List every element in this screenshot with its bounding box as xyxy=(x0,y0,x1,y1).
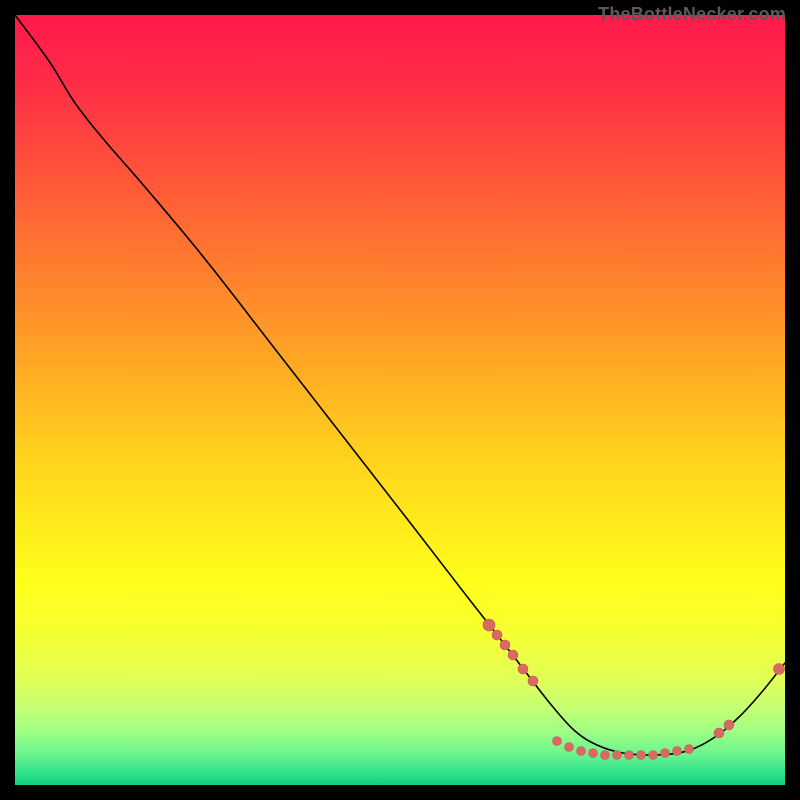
curve-marker xyxy=(649,751,658,760)
curve-marker xyxy=(724,720,734,730)
curve-markers xyxy=(483,619,785,760)
curve-path xyxy=(15,15,785,755)
curve-marker xyxy=(508,650,518,660)
curve-marker xyxy=(774,664,785,675)
curve-marker xyxy=(500,640,510,650)
curve-marker xyxy=(553,737,562,746)
curve-marker xyxy=(661,749,670,758)
curve-marker xyxy=(625,751,634,760)
curve-marker xyxy=(577,747,586,756)
bottleneck-curve xyxy=(15,15,785,785)
curve-marker xyxy=(637,751,646,760)
chart-plot-area xyxy=(15,15,785,785)
curve-marker xyxy=(483,619,495,631)
curve-marker xyxy=(714,728,724,738)
curve-marker xyxy=(685,745,694,754)
curve-marker xyxy=(673,747,682,756)
curve-marker xyxy=(518,664,528,674)
curve-marker xyxy=(601,751,610,760)
curve-marker xyxy=(528,676,538,686)
watermark-text: TheBottleNecker.com xyxy=(598,4,786,25)
curve-marker xyxy=(565,743,574,752)
curve-marker xyxy=(613,751,622,760)
curve-marker xyxy=(492,630,502,640)
curve-marker xyxy=(589,749,598,758)
